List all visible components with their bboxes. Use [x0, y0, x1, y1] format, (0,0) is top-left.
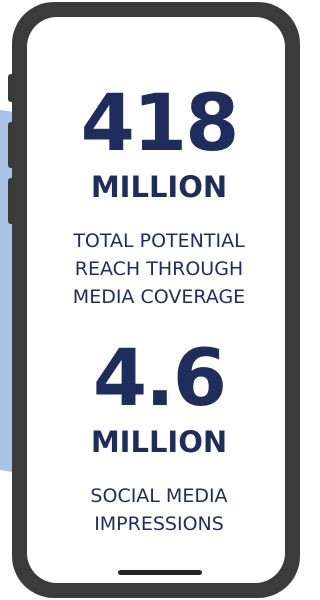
- stat-description: IMPRESSIONS: [94, 513, 224, 535]
- stat-description: TOTAL POTENTIAL: [72, 230, 245, 252]
- stat-description: SOCIAL MEDIA: [90, 485, 227, 507]
- stat-unit: MILLION: [91, 170, 227, 204]
- stat-description: MEDIA COVERAGE: [73, 286, 245, 308]
- stat-unit: MILLION: [91, 425, 227, 459]
- home-indicator: [118, 570, 202, 575]
- stat-number: 418: [81, 79, 238, 169]
- stat-description: REACH THROUGH: [75, 258, 243, 280]
- stat-number: 4.6: [93, 334, 225, 424]
